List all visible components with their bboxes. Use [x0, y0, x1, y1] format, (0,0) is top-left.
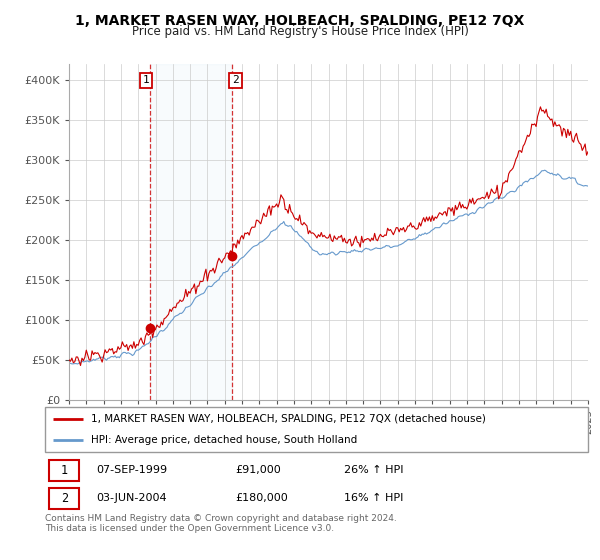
- Text: 26% ↑ HPI: 26% ↑ HPI: [344, 465, 403, 475]
- FancyBboxPatch shape: [49, 488, 79, 509]
- FancyBboxPatch shape: [49, 460, 79, 481]
- FancyBboxPatch shape: [45, 407, 588, 452]
- Text: Price paid vs. HM Land Registry's House Price Index (HPI): Price paid vs. HM Land Registry's House …: [131, 25, 469, 38]
- Text: 03-JUN-2004: 03-JUN-2004: [97, 493, 167, 503]
- Text: Contains HM Land Registry data © Crown copyright and database right 2024.
This d: Contains HM Land Registry data © Crown c…: [45, 514, 397, 534]
- Bar: [150, 64, 232, 400]
- Text: 1: 1: [61, 464, 68, 477]
- Text: HPI: Average price, detached house, South Holland: HPI: Average price, detached house, Sout…: [91, 435, 358, 445]
- Text: 2: 2: [61, 492, 68, 505]
- Text: 1, MARKET RASEN WAY, HOLBEACH, SPALDING, PE12 7QX: 1, MARKET RASEN WAY, HOLBEACH, SPALDING,…: [76, 14, 524, 28]
- Text: 2: 2: [232, 76, 239, 85]
- Text: £180,000: £180,000: [235, 493, 288, 503]
- Text: 16% ↑ HPI: 16% ↑ HPI: [344, 493, 403, 503]
- Text: 1: 1: [143, 76, 150, 85]
- Text: £91,000: £91,000: [235, 465, 281, 475]
- Text: 1, MARKET RASEN WAY, HOLBEACH, SPALDING, PE12 7QX (detached house): 1, MARKET RASEN WAY, HOLBEACH, SPALDING,…: [91, 414, 486, 424]
- Text: 07-SEP-1999: 07-SEP-1999: [97, 465, 168, 475]
